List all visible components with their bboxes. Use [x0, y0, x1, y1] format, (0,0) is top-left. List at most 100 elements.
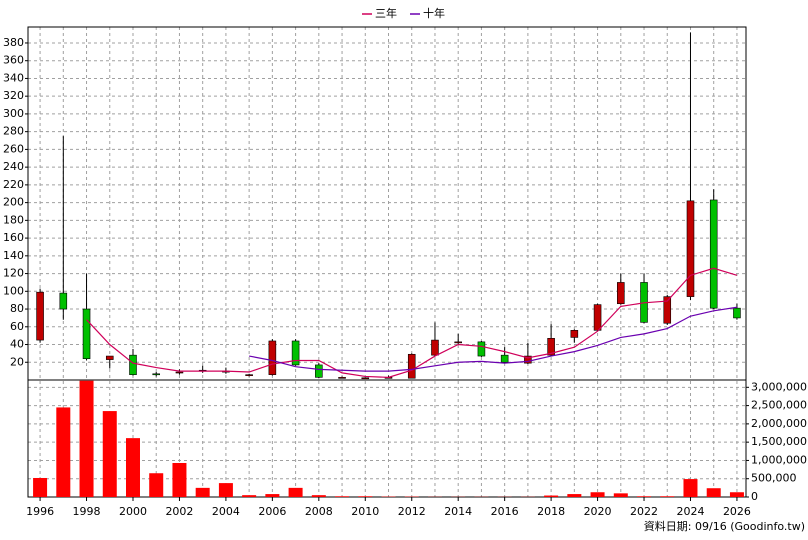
candle-body	[431, 339, 439, 356]
candle-body	[686, 200, 695, 297]
ma-line	[249, 306, 738, 372]
y2-tick-label: 2,000,000	[751, 417, 807, 430]
volume-bar	[311, 495, 326, 497]
candle-body	[709, 199, 718, 309]
volume-bar	[265, 494, 280, 497]
y-tick-label: 180	[3, 213, 24, 226]
x-tick-label: 2020	[584, 505, 612, 518]
x-tick-label: 2002	[165, 505, 193, 518]
candle-body	[361, 377, 370, 380]
candle-body	[291, 340, 300, 366]
candle-body	[338, 377, 346, 379]
x-tick-label: 1996	[26, 505, 54, 518]
candle-body	[733, 307, 741, 319]
volume-bar	[242, 495, 257, 497]
x-tick-label: 2004	[212, 505, 240, 518]
y2-tick-label: 500,000	[751, 472, 797, 485]
volume-bar	[729, 492, 744, 497]
y-tick-label: 100	[3, 284, 24, 297]
candle-body	[268, 340, 277, 375]
candle-body	[315, 364, 323, 378]
y-tick-label: 240	[3, 160, 24, 173]
y2-tick-label: 1,000,000	[751, 453, 807, 466]
x-tick-label: 1998	[73, 505, 101, 518]
candle-body	[524, 355, 532, 364]
y-tick-label: 340	[3, 71, 24, 84]
candle-body	[454, 341, 462, 344]
candle-body	[570, 330, 579, 338]
x-tick-label: 2006	[258, 505, 286, 518]
x-tick-label: 2008	[305, 505, 333, 518]
x-tick-label: 2016	[491, 505, 519, 518]
volume-bar	[172, 462, 187, 497]
legend-label: 十年	[423, 6, 445, 20]
x-tick-label: 2022	[630, 505, 658, 518]
candle-body	[105, 355, 114, 360]
volume-bar	[288, 487, 303, 497]
volume-bar	[149, 473, 164, 497]
candle-body	[82, 308, 91, 360]
volume-bar	[358, 496, 373, 497]
y-tick-label: 120	[3, 267, 24, 280]
volume-bar	[544, 495, 559, 497]
y-tick-label: 160	[3, 231, 24, 244]
volume-bar	[195, 487, 210, 497]
candle-body	[407, 353, 416, 379]
volume-bar	[706, 488, 721, 497]
x-tick-label: 2024	[676, 505, 704, 518]
x-tick-label: 2000	[119, 505, 147, 518]
y2-tick-label: 1,500,000	[751, 435, 807, 448]
y2-tick-label: 2,500,000	[751, 399, 807, 412]
volume-bar	[218, 483, 233, 497]
x-tick-label: 2018	[537, 505, 565, 518]
candle-body	[593, 304, 602, 331]
y-tick-label: 200	[3, 196, 24, 209]
y-tick-label: 320	[3, 89, 24, 102]
x-tick-label: 2014	[444, 505, 472, 518]
y-tick-label: 60	[10, 320, 24, 333]
y-tick-label: 380	[3, 36, 24, 49]
volume-bar	[567, 494, 582, 497]
candle-body	[36, 291, 44, 341]
candle-body	[245, 374, 253, 376]
volume-bar	[637, 496, 652, 497]
candle-body	[129, 354, 137, 375]
volume-bar	[56, 407, 71, 497]
plot-area	[28, 27, 746, 497]
volume-bar	[660, 496, 675, 497]
candle-body	[175, 371, 184, 374]
y-tick-label: 280	[3, 125, 24, 138]
y2-tick-label: 3,000,000	[751, 380, 807, 393]
volume-bar	[683, 479, 698, 497]
volume-bar	[613, 493, 628, 497]
x-tick-label: 2010	[351, 505, 379, 518]
y-tick-label: 260	[3, 142, 24, 155]
y-tick-label: 40	[10, 338, 24, 351]
candle-body	[59, 292, 68, 310]
candle-body	[500, 354, 509, 363]
legend-label: 三年	[375, 6, 397, 20]
x-tick-label: 2012	[398, 505, 426, 518]
y-tick-label: 20	[10, 355, 24, 368]
candle-body	[663, 296, 672, 324]
x-tick-label: 2026	[723, 505, 751, 518]
y-tick-label: 220	[3, 178, 24, 191]
y-tick-label: 140	[3, 249, 24, 262]
volume-bar	[335, 496, 350, 497]
y-tick-label: 300	[3, 107, 24, 120]
volume-bar	[102, 411, 117, 497]
volume-bar	[33, 477, 48, 497]
candle-body	[547, 338, 555, 356]
ma-line	[86, 267, 738, 378]
y-tick-label: 360	[3, 54, 24, 67]
y2-tick-label: 0	[751, 490, 758, 503]
volume-bar	[79, 380, 94, 497]
candle-body	[152, 373, 161, 376]
footnote: 資料日期: 09/16 (Goodinfo.tw)	[644, 519, 805, 533]
volume-bar	[125, 438, 140, 497]
y-tick-label: 80	[10, 302, 24, 315]
volume-bar	[590, 492, 605, 497]
candle-body	[617, 282, 625, 305]
